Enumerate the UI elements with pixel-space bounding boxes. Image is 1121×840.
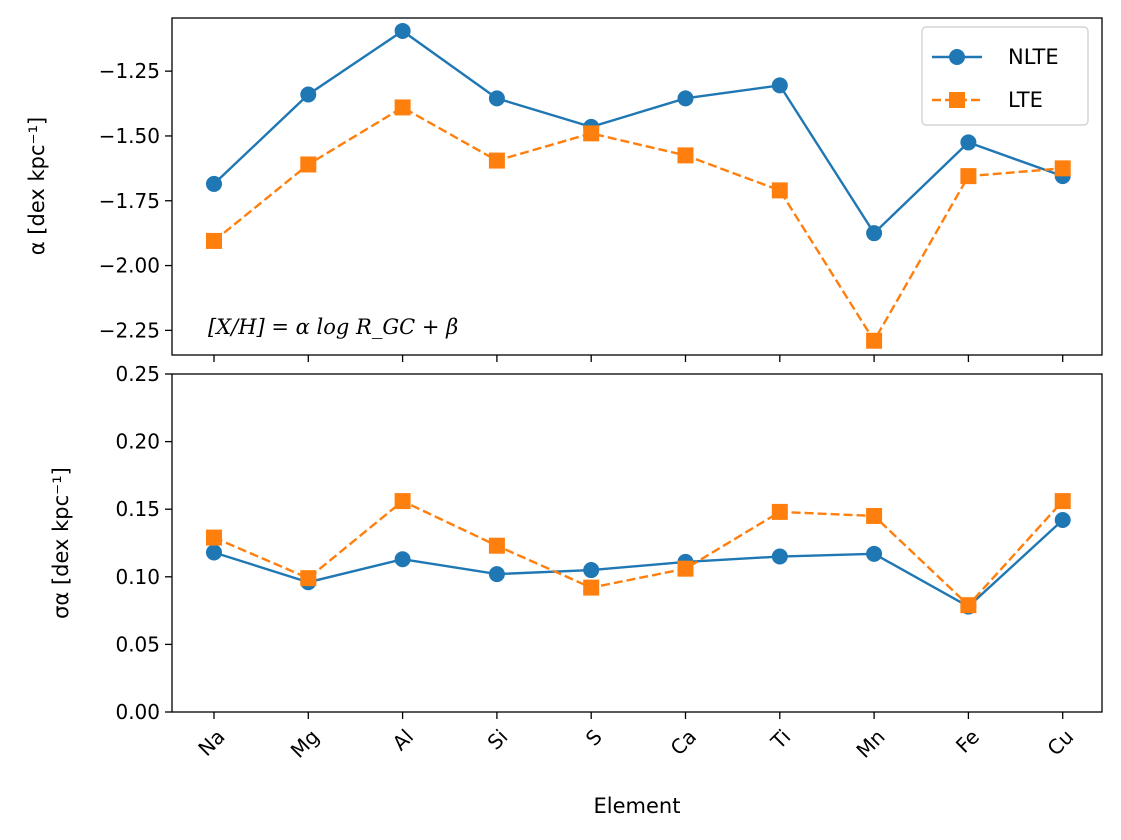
nlte-point [300, 86, 317, 103]
x-tick-label: Ti [766, 725, 796, 755]
x-tick-label: Si [483, 725, 513, 755]
legend-box [921, 26, 1089, 126]
top-frame [171, 17, 1103, 356]
nlte-point [866, 225, 883, 242]
nlte-point [206, 544, 222, 561]
nlte-point [488, 90, 505, 107]
xlabel: Element [594, 794, 681, 818]
nlte-point [866, 545, 883, 562]
lte-point [960, 597, 977, 614]
x-tick-label: Mn [851, 725, 889, 763]
top-panel: −2.25−2.00−1.75−1.50−1.25 α [dex kpc⁻¹] … [25, 17, 1103, 362]
lte-point [677, 560, 694, 577]
bottom-y-ticks: 0.00 0.05 0.10 0.15 0.20 0.25 [115, 362, 172, 724]
lte-point [1054, 493, 1071, 510]
lte-point [771, 182, 788, 199]
lte-point [488, 537, 505, 554]
lte-point [866, 332, 883, 349]
nlte-point [1054, 512, 1071, 529]
x-tick-label: Fe [951, 725, 984, 758]
bottom-frame [171, 373, 1103, 713]
x-tick-label: Ca [666, 725, 702, 761]
nlte-point [677, 90, 694, 107]
top-series [206, 22, 1071, 349]
y-tick-label: 0.00 [115, 700, 160, 724]
y-tick-label: 0.20 [115, 430, 160, 454]
bottom-ylabel: σα [dex kpc⁻¹] [49, 467, 73, 619]
lte-point [771, 503, 788, 520]
lte-point [583, 125, 600, 142]
nlte-point [583, 562, 600, 579]
nlte-point [206, 175, 222, 192]
lte-line [213, 106, 1063, 344]
top-y-ticks: −2.25 −2.00 −1.75 −1.50 −1.25 [99, 59, 172, 342]
y-tick-label: 0.10 [115, 565, 160, 589]
nlte-line [213, 29, 1064, 236]
y-tick-label: 0.05 [115, 632, 160, 656]
y-tick-label: 0.15 [115, 497, 160, 521]
nlte-line [213, 519, 1064, 609]
bottom-series [206, 493, 1071, 615]
top-x-ticks [213, 355, 1064, 362]
y-tick-label: 0.25 [115, 362, 160, 386]
y-tick-label: −1.75 [99, 189, 160, 213]
nlte-point [771, 77, 788, 94]
bottom-x-ticks: Na Mg Al Si S Ca Ti Mn Fe Cu [193, 712, 1078, 763]
legend-nlte-marker [949, 49, 965, 65]
formula-annotation: [X/H] = α log R_GC + β [208, 315, 458, 339]
lte-point [1054, 160, 1071, 177]
bottom-panel: 0.00 0.05 0.10 0.15 0.20 0.25 Na Mg Al Si S Ca Ti Mn… [49, 362, 1103, 818]
nlte-point [771, 548, 788, 565]
lte-point [677, 147, 694, 164]
lte-point [394, 493, 411, 510]
legend: NLTE LTE [921, 26, 1089, 126]
lte-point [488, 152, 505, 169]
nlte-point [488, 566, 505, 583]
bottom-plot-area [172, 374, 1102, 712]
x-tick-label: Mg [286, 725, 324, 763]
lte-point [583, 579, 600, 596]
legend-nlte-label: NLTE [1008, 45, 1059, 69]
lte-point [300, 570, 317, 587]
x-tick-label: Na [193, 725, 229, 761]
legend-lte-marker [949, 92, 965, 108]
y-tick-label: −1.50 [99, 124, 160, 148]
top-ylabel: α [dex kpc⁻¹] [25, 117, 49, 255]
x-tick-label: Al [388, 725, 419, 756]
nlte-point [394, 551, 411, 568]
y-tick-label: −1.25 [99, 59, 160, 83]
lte-line [213, 499, 1064, 607]
lte-point [866, 507, 883, 524]
nlte-point [960, 134, 977, 151]
lte-point [300, 156, 317, 173]
lte-point [206, 232, 222, 249]
lte-point [394, 99, 411, 116]
lte-point [960, 168, 977, 185]
nlte-point [394, 22, 411, 39]
y-tick-label: −2.00 [99, 254, 160, 278]
x-tick-label: S [581, 725, 607, 751]
x-tick-label: Cu [1042, 725, 1078, 761]
y-tick-label: −2.25 [99, 318, 160, 342]
lte-point [206, 529, 222, 546]
legend-lte-label: LTE [1008, 88, 1043, 112]
